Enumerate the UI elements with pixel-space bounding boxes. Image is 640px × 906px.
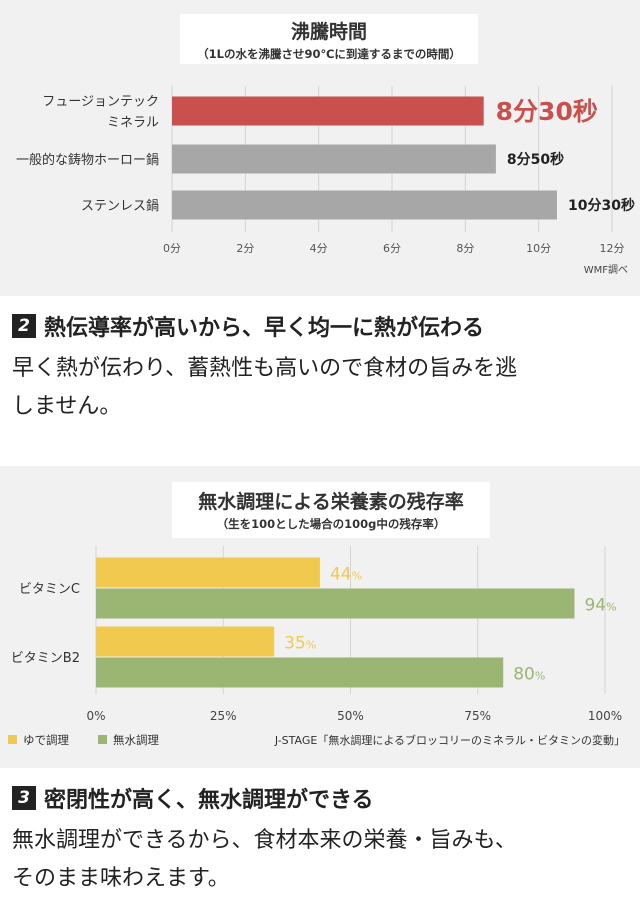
chart2-x-tick-label: 50% [337,709,364,723]
section-3-body-line: そのまま味わえます。 [12,866,230,891]
chart1-category-label: フュージョンテック [42,95,159,110]
section-2-heading: 熱伝導率が高いから、早く均一に熱が伝わる [44,316,485,341]
chart1-bar [172,144,496,174]
nutrient-retention-chart-panel: 無水調理による栄養素の残存率 （生を100とした場合の100g中の残存率） 0%… [0,466,640,768]
chart1-value-label: 8分50秒 [507,151,564,168]
chart2-source-note: J-STAGE「無水調理によるブロッコリーのミネラル・ビタミンの変動」 [274,733,625,747]
chart2-x-tick-label: 0% [86,709,105,723]
chart2-value-label: 44% [330,565,362,585]
chart1-x-tick-label: 0分 [163,242,181,255]
section-2: 2 熱伝導率が高いから、早く均一に熱が伝わる 早く熱が伝わり、蓄熱性も高いので食… [12,310,632,426]
chart2-value-number: 35 [284,634,306,654]
chart2-value-unit: % [306,639,316,652]
chart2-value-label: 94% [584,596,616,616]
chart2-legend-label: 無水調理 [113,733,159,747]
chart1-bar [172,190,557,220]
section-3-number: 3 [12,786,36,810]
section-2-body: 早く熱が伝わり、蓄熱性も高いので食材の旨みを逃 しません。 [12,350,632,426]
chart1-title: 沸騰時間 [290,21,367,43]
chart1-source-note: WMF調べ [584,263,628,276]
chart2-value-label: 35% [284,634,316,654]
chart2-plot: 0% 25% 50% 75% 100%ビタミンC44%94%ビタミンB235%80%ゆで… [8,546,625,747]
section-2-body-line: しません。 [12,394,122,419]
chart1-value-label: 8分30秒 [496,97,598,126]
chart2-bar [96,626,275,657]
chart2-bar [96,557,320,588]
chart1-x-tick-label: 10分 [526,242,551,255]
chart1-category-label: ミネラル [107,116,159,131]
chart2-x-tick-label: 25% [210,709,237,723]
chart1-category-label: ステンレス鍋 [81,198,159,214]
chart2-bar [96,657,504,688]
section-3-heading: 密閉性が高く、無水調理ができる [44,788,374,813]
chart2-category-label: ビタミンC [19,582,80,597]
chart2-legend-label: ゆで調理 [23,733,69,747]
boiling-time-chart-panel: 沸騰時間 （1Lの水を沸騰させ90℃に到達するまでの時間） 0分 2分 4分 6分 8分… [0,0,640,296]
chart2-subtitle: （生を100とした場合の100g中の残存率） [216,517,446,531]
chart2-value-unit: % [535,670,545,683]
chart2-title-box: 無水調理による栄養素の残存率 （生を100とした場合の100g中の残存率） [172,482,490,538]
chart1-x-tick-label: 6分 [383,242,401,255]
chart1-x-tick-label: 12分 [600,242,625,255]
chart2-value-label: 80% [513,665,545,685]
chart1-bar [172,96,484,126]
chart1-x-tick-label: 8分 [456,242,474,255]
chart2-value-unit: % [606,601,616,614]
chart2-title: 無水調理による栄養素の残存率 [198,491,464,513]
section-2-body-line: 早く熱が伝わり、蓄熱性も高いので食材の旨みを逃 [12,356,518,381]
chart1-x-tick-label: 2分 [236,242,254,255]
chart1-subtitle: （1Lの水を沸騰させ90℃に到達するまでの時間） [197,47,461,61]
chart1-value-label: 10分30秒 [568,197,635,214]
chart2-legend-swatch [8,735,17,744]
chart2-bar [96,588,575,619]
chart2-value-number: 44 [330,565,352,585]
chart2-legend-swatch [98,735,107,744]
chart1-title-box: 沸騰時間 （1Lの水を沸騰させ90℃に到達するまでの時間） [180,14,478,64]
section-3-body: 無水調理ができるから、食材本来の栄養・旨みも、 そのまま味わえます。 [12,822,632,898]
section-2-heading-row: 2 熱伝導率が高いから、早く均一に熱が伝わる [12,310,632,342]
section-3-heading-row: 3 密閉性が高く、無水調理ができる [12,782,632,814]
chart2-value-unit: % [352,570,362,583]
chart2-x-tick-label: 100% [588,709,622,723]
section-2-number: 2 [12,314,36,338]
chart2-value-number: 94 [584,596,606,616]
chart2-value-number: 80 [513,665,535,685]
chart2-category-label: ビタミンB2 [11,651,80,666]
chart2-x-tick-label: 75% [464,709,491,723]
section-3-body-line: 無水調理ができるから、食材本来の栄養・旨みも、 [12,828,517,853]
chart1-category-label: 一般的な鋳物ホーロー鍋 [16,152,159,168]
chart1-x-tick-label: 4分 [310,242,328,255]
section-3: 3 密閉性が高く、無水調理ができる 無水調理ができるから、食材本来の栄養・旨みも… [12,782,632,898]
